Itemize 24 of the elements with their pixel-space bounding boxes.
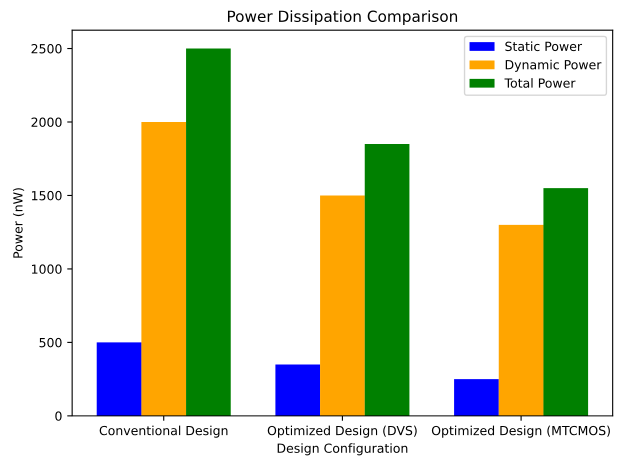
bar [186, 48, 231, 416]
bar [320, 195, 365, 416]
bar [498, 224, 544, 416]
legend-label: Dynamic Power [506, 60, 602, 72]
bar [141, 122, 186, 416]
bar [364, 144, 410, 416]
bar [96, 342, 142, 416]
bar [543, 188, 588, 416]
legend-label: Total Power [504, 78, 576, 88]
y-tick-label: 2500 [32, 44, 62, 54]
bar [454, 379, 499, 416]
x-tick-label: Optimized Design (MTCMOS) [432, 426, 610, 438]
legend-label: Static Power [505, 41, 582, 52]
y-tick-label: 0 [55, 411, 62, 421]
x-tick-label: Conventional Design [100, 426, 228, 438]
y-axis-title: Power (nW) [12, 188, 24, 258]
x-tick-label: Optimized Design (DVS) [268, 426, 417, 438]
y-tick-label: 1000 [32, 264, 62, 274]
x-axis-title: Design Configuration [278, 443, 408, 456]
y-tick-label: 2000 [32, 117, 62, 127]
chart-title: Power Dissipation Comparison [228, 10, 458, 26]
y-tick-label: 1500 [32, 190, 62, 200]
bar [275, 364, 320, 416]
y-tick-label: 500 [40, 338, 62, 348]
